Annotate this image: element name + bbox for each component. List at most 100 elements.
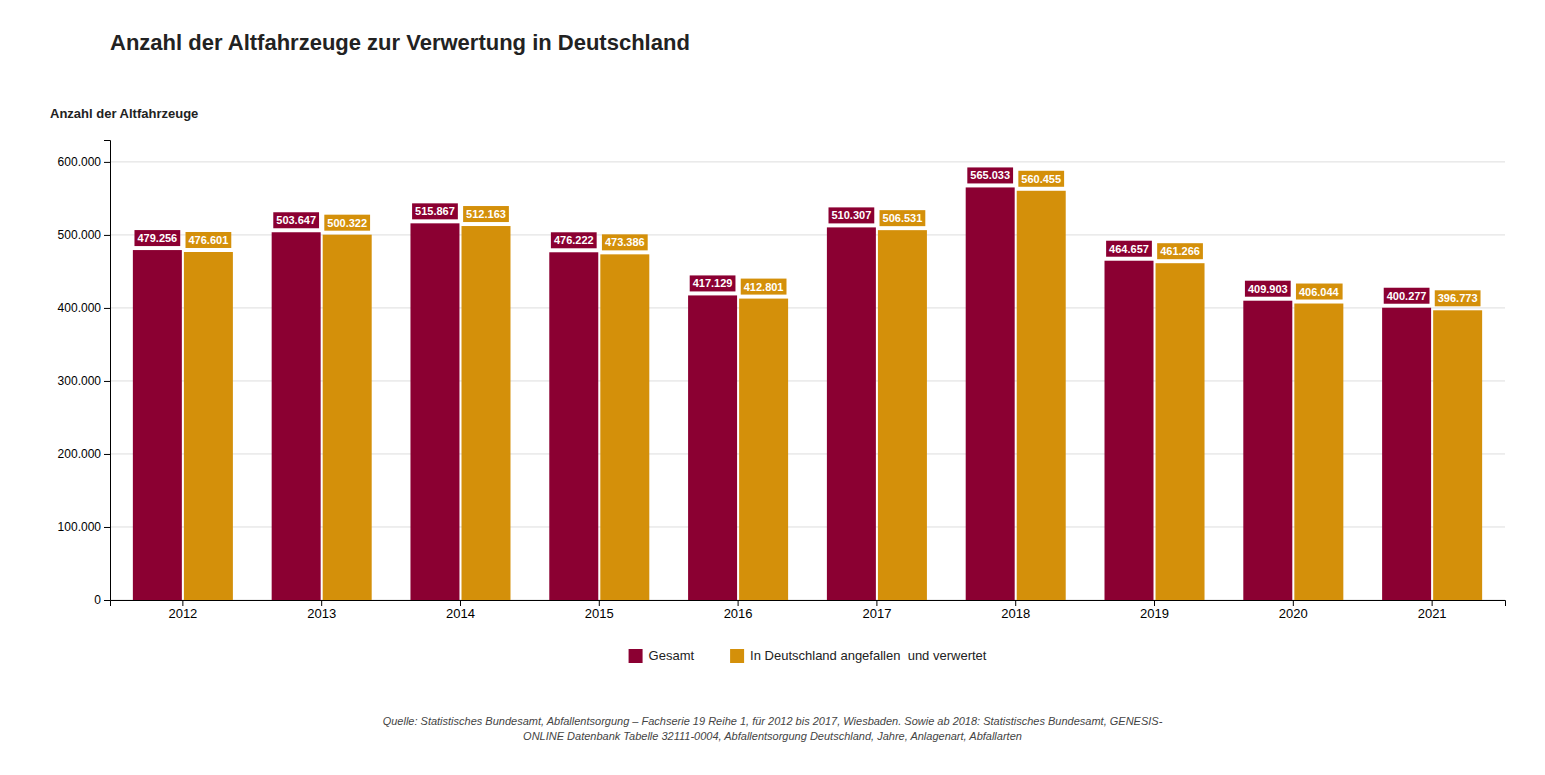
bar	[1294, 304, 1343, 600]
x-tick: 2012	[168, 600, 197, 621]
data-label-background	[1245, 281, 1291, 297]
y-tick-mark	[104, 235, 110, 236]
data-label-background	[324, 215, 370, 231]
bar	[133, 250, 182, 600]
y-tick-label: 500.000	[58, 228, 102, 242]
x-tick: 2017	[862, 600, 891, 621]
data-label-background	[1106, 241, 1152, 257]
x-tick: 2015	[585, 600, 614, 621]
y-tick: 100.000	[58, 520, 110, 534]
legend-item: In Deutschland angefallen und verwertet	[730, 648, 987, 663]
legend-swatch	[730, 649, 744, 663]
data-label: 515.867	[415, 205, 455, 217]
x-tick-label: 2013	[307, 606, 336, 621]
bar	[827, 227, 876, 600]
y-axis-label: Anzahl der Altfahrzeuge	[50, 106, 198, 121]
bar	[184, 252, 233, 600]
x-tick: 2018	[1001, 600, 1030, 621]
x-tick-mark	[1293, 600, 1294, 606]
y-tick: 400.000	[58, 301, 110, 315]
data-label: 560.455	[1021, 173, 1061, 185]
bar	[1156, 263, 1205, 600]
x-axis-line	[111, 601, 1506, 607]
bar	[1105, 261, 1154, 600]
data-label-background	[690, 275, 736, 291]
x-tick-label: 2012	[168, 606, 197, 621]
bar	[739, 299, 788, 600]
y-tick-label: 400.000	[58, 301, 102, 315]
y-tick: 500.000	[58, 228, 110, 242]
y-tick-mark	[104, 600, 110, 601]
bar	[1382, 308, 1431, 600]
data-label-background	[967, 167, 1013, 183]
data-label-background	[1435, 290, 1481, 306]
data-label-background	[829, 207, 875, 223]
legend: GesamtIn Deutschland angefallen und verw…	[629, 648, 987, 663]
data-label-background	[1296, 284, 1343, 300]
y-tick-mark	[104, 308, 110, 309]
x-tick-label: 2018	[1001, 606, 1030, 621]
x-tick-mark	[1015, 600, 1016, 606]
bar	[1243, 301, 1292, 600]
data-labels: 479.256503.647515.867476.222417.129510.3…	[134, 167, 1480, 306]
y-tick-label: 600.000	[58, 155, 102, 169]
data-label: 476.222	[554, 234, 594, 246]
data-label-background	[463, 206, 509, 222]
grid	[110, 162, 1505, 600]
y-tick: 600.000	[58, 155, 110, 169]
bar	[966, 187, 1015, 600]
data-label: 461.266	[1160, 245, 1200, 257]
y-axis-line	[104, 141, 111, 601]
data-label: 400.277	[1387, 290, 1427, 302]
data-label: 417.129	[693, 277, 733, 289]
x-tick: 2016	[724, 600, 753, 621]
x-tick-label: 2020	[1279, 606, 1308, 621]
x-tick-mark	[182, 600, 183, 606]
bar	[1433, 310, 1482, 600]
bar	[878, 230, 927, 600]
data-label: 473.386	[605, 236, 645, 248]
source-line: ONLINE Datenbank Tabelle 32111-0004, Abf…	[523, 730, 1022, 742]
data-label-background	[1157, 243, 1203, 259]
bar	[323, 235, 372, 600]
x-tick-label: 2014	[446, 606, 475, 621]
data-label: 409.903	[1248, 283, 1288, 295]
data-label-background	[273, 212, 319, 228]
title: Anzahl der Altfahrzeuge zur Verwertung i…	[110, 30, 690, 55]
y-axis: 0 100.000 200.000 300.000 400.000 500.000 600.…	[58, 141, 111, 608]
x-tick-mark	[321, 600, 322, 606]
x-tick-mark	[876, 600, 877, 606]
y-tick: 0	[94, 593, 110, 607]
x-tick-label: 2019	[1140, 606, 1169, 621]
data-label-background	[551, 232, 597, 248]
data-label-background	[602, 234, 648, 250]
x-tick: 2020	[1279, 600, 1308, 621]
y-tick-mark	[104, 454, 110, 455]
y-tick: 300.000	[58, 374, 110, 388]
y-tick: 200.000	[58, 447, 110, 461]
data-label: 406.044	[1299, 286, 1340, 298]
legend-swatch	[629, 649, 643, 663]
y-tick-mark	[104, 162, 110, 163]
bar	[600, 254, 649, 600]
y-tick-mark	[104, 381, 110, 382]
data-label-background	[412, 203, 458, 219]
x-axis: 2012 2013 2014 2015 2016 2017 2018 2019 2020 2021	[111, 600, 1506, 621]
y-tick-label: 100.000	[58, 520, 102, 534]
bar	[688, 295, 737, 600]
bar	[410, 223, 459, 600]
data-label: 506.531	[883, 212, 923, 224]
x-tick-label: 2021	[1418, 606, 1447, 621]
data-label: 464.657	[1109, 243, 1149, 255]
data-label-background	[134, 230, 180, 246]
data-label: 500.322	[327, 217, 367, 229]
x-tick: 2013	[307, 600, 336, 621]
data-label: 512.163	[466, 208, 506, 220]
data-label: 503.647	[276, 214, 316, 226]
bar	[549, 252, 598, 600]
data-label: 412.801	[744, 281, 784, 293]
x-tick-mark	[738, 600, 739, 606]
source-line: Quelle: Statistisches Bundesamt, Abfalle…	[383, 715, 1163, 727]
legend-label: In Deutschland angefallen und verwertet	[750, 648, 987, 663]
data-label-background	[186, 232, 232, 248]
